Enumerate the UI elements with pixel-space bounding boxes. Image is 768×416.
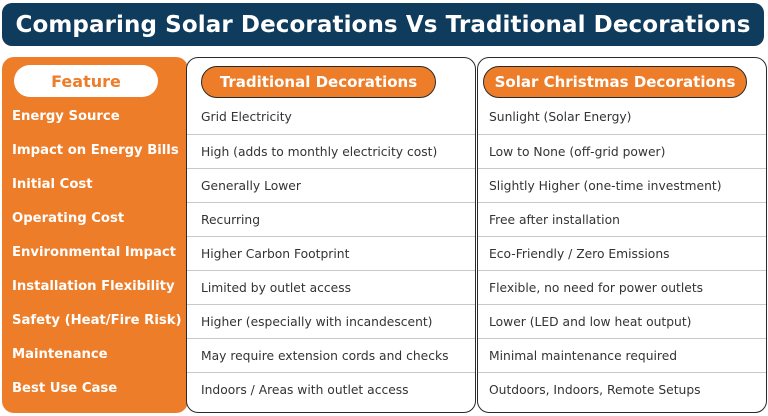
- feature-header: Feature: [14, 65, 158, 97]
- solar-rows: Sunlight (Solar Energy) Low to None (off…: [478, 100, 766, 406]
- feature-rows: Energy Source Impact on Energy Bills Ini…: [2, 99, 188, 405]
- feature-cell: Environmental Impact: [12, 244, 176, 260]
- feature-column: Feature Energy Source Impact on Energy B…: [2, 57, 188, 413]
- solar-cell: Minimal maintenance required: [478, 338, 766, 372]
- traditional-cell: Limited by outlet access: [187, 270, 475, 304]
- solar-cell: Lower (LED and low heat output): [478, 304, 766, 338]
- feature-cell: Energy Source: [12, 108, 120, 124]
- feature-cell: Best Use Case: [12, 380, 118, 396]
- traditional-cell: Generally Lower: [187, 168, 475, 202]
- feature-cell: Impact on Energy Bills: [12, 142, 179, 158]
- traditional-header: Traditional Decorations: [201, 66, 436, 98]
- solar-cell: Flexible, no need for power outlets: [478, 270, 766, 304]
- feature-cell: Initial Cost: [12, 176, 93, 192]
- traditional-cell: Recurring: [187, 202, 475, 236]
- solar-cell: Slightly Higher (one-time investment): [478, 168, 766, 202]
- traditional-cell: Higher (especially with incandescent): [187, 304, 475, 338]
- solar-cell: Eco-Friendly / Zero Emissions: [478, 236, 766, 270]
- page-title: Comparing Solar Decorations Vs Tradition…: [15, 11, 751, 38]
- feature-cell: Maintenance: [12, 346, 108, 362]
- solar-header: Solar Christmas Decorations: [483, 66, 747, 98]
- traditional-cell: Higher Carbon Footprint: [187, 236, 475, 270]
- solar-cell: Free after installation: [478, 202, 766, 236]
- traditional-cell: Indoors / Areas with outlet access: [187, 372, 475, 406]
- feature-cell: Safety (Heat/Fire Risk): [12, 312, 182, 328]
- feature-cell: Installation Flexibility: [12, 278, 175, 294]
- traditional-cell: May require extension cords and checks: [187, 338, 475, 372]
- title-banner: Comparing Solar Decorations Vs Tradition…: [2, 3, 764, 46]
- solar-cell: Sunlight (Solar Energy): [489, 110, 632, 124]
- traditional-column: Traditional Decorations Grid Electricity…: [186, 57, 476, 413]
- solar-cell: Outdoors, Indoors, Remote Setups: [478, 372, 766, 406]
- solar-column: Solar Christmas Decorations Sunlight (So…: [477, 57, 767, 413]
- traditional-cell: High (adds to monthly electricity cost): [187, 134, 475, 168]
- traditional-rows: Grid Electricity High (adds to monthly e…: [187, 100, 475, 406]
- traditional-cell: Grid Electricity: [201, 110, 292, 124]
- feature-cell: Operating Cost: [12, 210, 125, 226]
- solar-cell: Low to None (off-grid power): [478, 134, 766, 168]
